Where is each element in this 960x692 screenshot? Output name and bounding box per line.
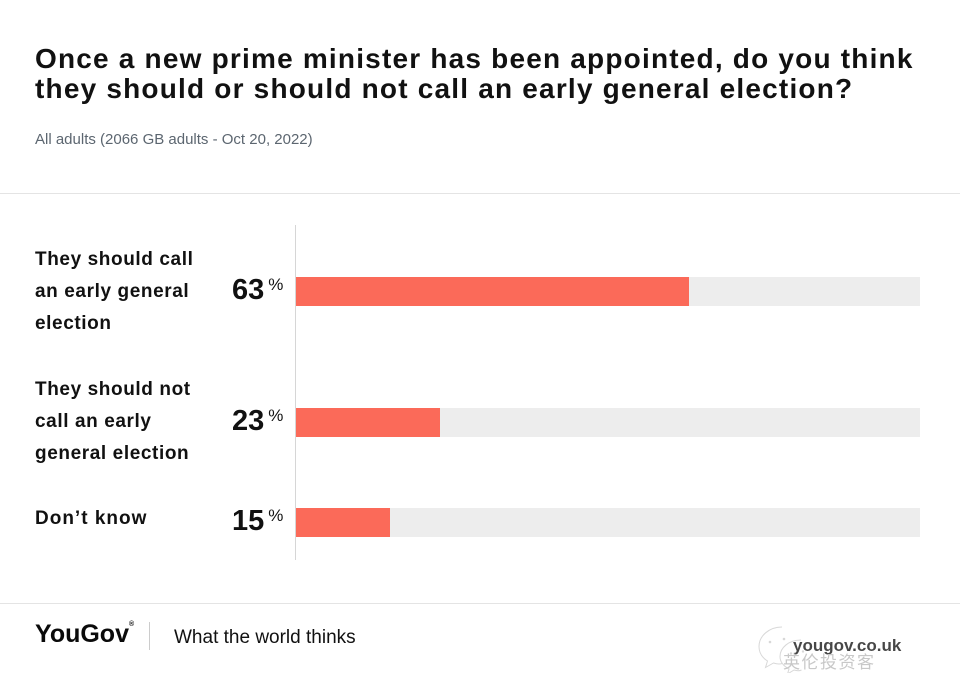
svg-text:英伦投资客: 英伦投资客 (783, 653, 876, 672)
